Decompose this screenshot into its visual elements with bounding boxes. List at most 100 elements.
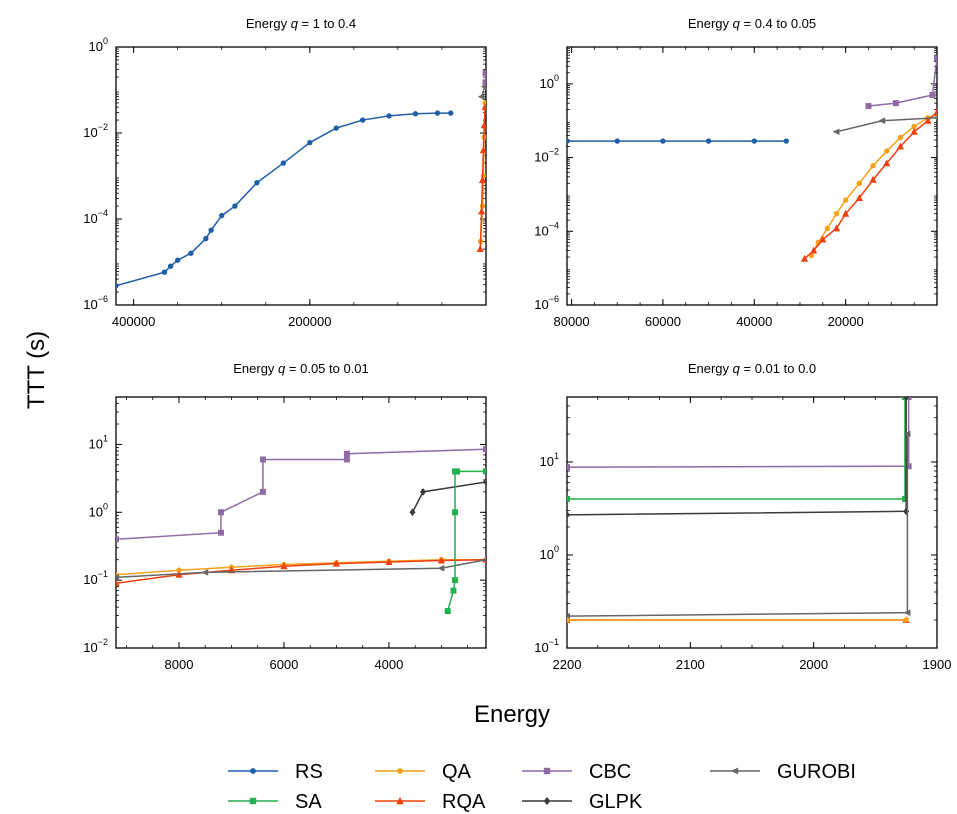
data-point-qa	[842, 197, 849, 203]
data-point-rs	[208, 227, 214, 233]
data-point-rqa	[910, 127, 918, 135]
legend-item-sa: SA	[228, 791, 322, 813]
panel-title: Energy q = 1 to 0.4	[246, 16, 356, 31]
legend-marker	[396, 796, 404, 805]
data-point-cbc	[483, 446, 486, 453]
data-point-rs	[116, 283, 119, 289]
data-point-cbc	[343, 450, 350, 457]
x-tick-label: 2000	[799, 657, 828, 672]
data-point-rqa	[883, 159, 891, 167]
data-point-rqa	[832, 224, 841, 232]
legend-label: QA	[442, 761, 472, 783]
data-point-glpk	[420, 487, 427, 496]
data-point-rs	[705, 138, 712, 144]
data-point-sa	[452, 577, 459, 584]
data-point-gurobi	[903, 609, 911, 616]
series-line-gurobi	[567, 434, 909, 617]
legend-item-gurobi: GUROBI	[710, 761, 856, 783]
data-point-rs	[219, 212, 225, 219]
data-point-sa	[454, 468, 461, 475]
x-tick-label: 2100	[676, 657, 705, 672]
legend-label: RQA	[442, 791, 486, 813]
panel-title: Energy q = 0.01 to 0.0	[688, 361, 816, 376]
data-point-rs	[203, 235, 209, 242]
data-point-rqa	[480, 121, 486, 129]
data-point-gurobi	[933, 115, 937, 120]
x-tick-label: 200000	[288, 314, 331, 329]
x-tick-label: 6000	[269, 657, 298, 672]
data-point-qa	[833, 211, 840, 217]
data-point-rs	[188, 250, 194, 256]
y-tick-label: 10−2	[83, 637, 108, 655]
data-point-rqa	[800, 254, 809, 262]
series-line-glpk	[411, 481, 486, 513]
legend-item-qa: QA	[375, 761, 472, 783]
panel-title: Energy q = 0.4 to 0.05	[688, 16, 816, 31]
data-point-rqa	[855, 194, 863, 202]
x-axis-label: Energy	[474, 701, 550, 728]
panel-energy-0.01-to-0.0: Energy q = 0.01 to 0.0 10−1 100 101 2200 210…	[534, 361, 951, 672]
data-point-qa	[176, 567, 182, 573]
data-point-rs	[333, 125, 339, 131]
x-tick-label: 4000	[374, 657, 403, 672]
series-group	[567, 397, 912, 624]
data-point-rs	[386, 113, 392, 119]
data-point-cbc	[905, 397, 912, 400]
data-point-qa	[856, 180, 863, 187]
legend: RS SA QA RQA CBC GLPK GUROBI	[228, 761, 856, 813]
data-point-rs	[660, 138, 666, 144]
data-point-glpk	[903, 507, 910, 516]
data-point-cbc	[567, 464, 570, 471]
data-point-rs	[232, 203, 238, 209]
legend-label: CBC	[589, 761, 631, 783]
data-point-gurobi	[477, 93, 485, 100]
panel-energy-1-to-0.4: Energy q = 1 to 0.4 10−6 10−4 10−2 100 40000…	[83, 16, 487, 329]
data-point-cbc	[482, 79, 486, 86]
data-point-rqa	[896, 142, 905, 150]
data-point-rqa	[477, 207, 486, 215]
legend-marker	[249, 797, 257, 805]
data-point-rs	[307, 139, 313, 146]
data-point-glpk	[567, 510, 570, 519]
panel-energy-0.05-to-0.01: Energy q = 0.05 to 0.01 10−2 10−1 100 101 80…	[83, 361, 487, 672]
data-point-cbc	[892, 100, 899, 107]
data-point-gurobi	[903, 430, 911, 438]
data-point-qa	[897, 134, 904, 141]
series-line-rs	[116, 112, 451, 287]
data-point-rqa	[819, 235, 827, 243]
y-tick-label: 10−4	[83, 208, 108, 226]
data-point-rs	[614, 138, 620, 144]
data-point-rs	[167, 263, 174, 269]
legend-marker	[543, 796, 551, 806]
data-point-gurobi	[201, 569, 209, 576]
data-point-rqa	[280, 562, 288, 570]
data-point-rqa	[842, 209, 850, 217]
data-point-cbc	[217, 529, 224, 536]
data-point-rqa	[933, 108, 937, 116]
data-point-rqa	[479, 146, 486, 154]
x-tick-label: 8000	[165, 657, 194, 672]
series-line-cbc	[868, 58, 937, 107]
legend-label: RS	[295, 761, 323, 783]
y-tick-label: 101	[89, 433, 108, 451]
legend-marker	[543, 767, 551, 775]
y-tick-label: 100	[540, 73, 559, 91]
x-tick-label: 40000	[736, 314, 772, 329]
x-tick-label: 60000	[645, 314, 681, 329]
data-point-glpk	[483, 478, 486, 486]
data-point-gurobi	[437, 564, 445, 572]
data-point-rs	[783, 138, 789, 144]
legend-label: GLPK	[589, 791, 643, 813]
y-tick-label: 10−2	[534, 147, 559, 165]
series-line-glpk	[567, 397, 907, 516]
data-point-cbc	[116, 536, 119, 543]
legend-label: GUROBI	[777, 761, 856, 783]
y-tick-label: 10−2	[83, 122, 108, 140]
plot-frame	[566, 46, 938, 306]
data-point-rqa	[385, 558, 393, 566]
data-point-cbc	[259, 456, 266, 463]
panel-title: Energy q = 0.05 to 0.01	[233, 361, 369, 376]
data-point-rqa	[478, 176, 486, 184]
data-point-qa	[884, 148, 890, 154]
